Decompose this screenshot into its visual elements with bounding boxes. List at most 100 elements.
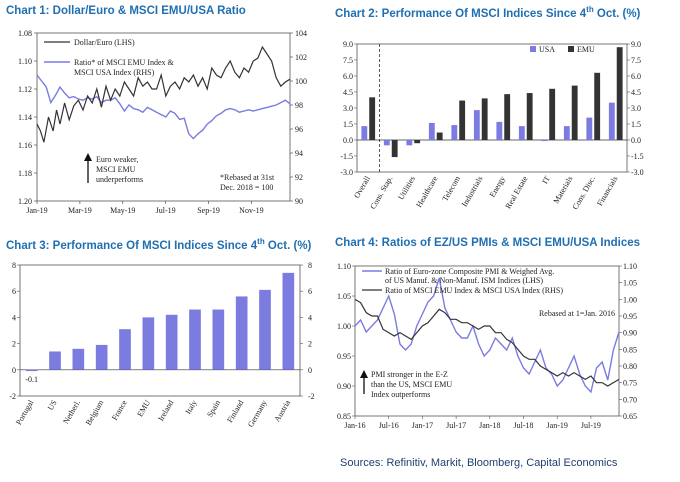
chart3-category-label: Austria	[272, 398, 292, 423]
chart2-title: Chart 2: Performance Of MSCI Indices Sin…	[335, 5, 640, 20]
chart4-right-tick-label: 0.65	[623, 412, 637, 421]
chart4-legend-label: Ratio of Euro-zone Composite PMI & Weigh…	[385, 267, 554, 276]
chart1-left-tick-label: 1.20	[18, 197, 32, 206]
chart4-right-tick-label: 0.85	[623, 345, 637, 354]
chart1-dollar-euro-line	[36, 45, 291, 143]
chart2-legend-swatch-emu	[568, 46, 574, 52]
chart2-category-label: Utilities	[396, 175, 417, 202]
chart3-right-tick-label: 2	[308, 340, 312, 349]
chart2-category-label: Cons. Disc.	[571, 175, 597, 212]
chart2-bar-emu	[526, 93, 533, 140]
chart4: 1.10 1.05 1.00 0.95 0.90 0.85 1.10 1.05 1.00 0.95…	[337, 262, 637, 430]
chart2-right-tick-label: 9.0	[631, 40, 641, 49]
chart2-bar-usa	[451, 125, 458, 140]
chart1-left-tick-label: 1.18	[18, 169, 32, 178]
chart2-left-tick-label: 1.5	[343, 120, 353, 129]
chart1-left-tick-label: 1.08	[18, 29, 32, 38]
chart3-title-end: Oct. (%)	[264, 239, 312, 252]
chart3-right-tick-label: -2	[308, 392, 315, 401]
chart4-left-tick-label: 1.00	[337, 322, 351, 331]
chart4-x-tick-label: Jul-19	[581, 421, 601, 430]
chart2-title-sup: th	[586, 5, 594, 14]
chart4-right-tick-label: 0.80	[623, 362, 637, 371]
chart2-bar-usa	[518, 126, 525, 140]
chart1-right-tick-label: 102	[295, 53, 307, 62]
chart2-category-label: Telecom	[440, 174, 462, 203]
chart3-right-tick-label: 4	[308, 313, 312, 322]
chart3-left-tick-label: 4	[12, 313, 16, 322]
chart3-bar	[165, 314, 178, 370]
chart3-title: Chart 3: Performance Of MSCI Indices Sin…	[6, 237, 311, 252]
chart3-category-label: Netherl.	[61, 399, 82, 426]
chart3-right-tick-label: 6	[308, 287, 312, 296]
chart1-legend-label: Ratio* of MSCI EMU Index &	[74, 58, 175, 67]
chart4-msci-line	[354, 298, 620, 387]
chart2-category-label: Cons. Stap.	[368, 175, 394, 211]
chart2-legend-label: USA	[539, 45, 555, 54]
chart4-title: Chart 4: Ratios of EZ/US PMIs & MSCI EMU…	[335, 237, 641, 249]
chart1-legend-label: MSCI USA Index (RHS)	[74, 68, 155, 77]
chart3-left-tick-label: 2	[12, 340, 16, 349]
chart2-bar-usa	[586, 117, 593, 140]
chart3-title-sup: th	[257, 237, 265, 246]
chart4-x-tick-label: Jul-17	[446, 421, 466, 430]
chart3-category-label: France	[110, 398, 129, 422]
chart2-right-tick-label: -3.0	[631, 168, 644, 177]
chart2-category-label: Energy	[488, 175, 507, 199]
chart2-bar-emu	[481, 98, 488, 140]
chart3-left-tick-label: 8	[12, 261, 16, 270]
chart4-annotation: than the US, MSCI EMU	[371, 380, 452, 389]
chart3-bar	[142, 317, 155, 370]
chart2-left-tick-label: 6.0	[343, 72, 353, 81]
chart1-right-tick-label: 104	[295, 29, 307, 38]
chart2-left-tick-label: 9.0	[343, 40, 353, 49]
chart3-left-tick-label: 6	[12, 287, 16, 296]
sources-note: Sources: Refinitiv, Markit, Bloomberg, C…	[340, 457, 618, 469]
chart2-category-label: Healthcare	[414, 174, 439, 209]
chart1-left-tick-label: 1.12	[18, 85, 32, 94]
chart1-left-tick-label: 1.10	[18, 57, 32, 66]
chart4-frame	[354, 265, 620, 417]
chart2-bar-usa	[406, 140, 413, 146]
chart2-left-tick-label: 0.0	[343, 136, 353, 145]
chart1-left-tick-label: 1.14	[18, 113, 32, 122]
chart3-category-label: Finland	[225, 399, 245, 425]
chart1-x-tick-label: May-19	[110, 206, 135, 215]
chart4-right-tick-label: 0.75	[623, 379, 637, 388]
chart2-bar-emu	[459, 100, 466, 140]
chart1-note: Dec. 2018 = 100	[220, 183, 273, 192]
chart3-left-tick-label: 0	[12, 366, 16, 375]
chart1-x-tick-label: Jul-19	[156, 206, 176, 215]
chart1-x-tick-label: Mar-19	[68, 206, 92, 215]
chart3-category-label: EMU	[135, 398, 152, 418]
chart3-title-main: Chart 3: Performance Of MSCI Indices Sin…	[6, 239, 258, 252]
chart3-category-label: Germany	[246, 399, 269, 429]
chart2-bar-emu	[436, 132, 443, 140]
chart4-right-tick-label: 0.95	[623, 312, 637, 321]
chart2-category-label: Real Estate	[504, 174, 530, 210]
chart4-right-tick-label: 0.90	[623, 329, 637, 338]
chart2-category-label: Financials	[595, 175, 619, 208]
chart3-category-label: Portugal	[14, 398, 36, 427]
chart1-annotation: MSCI EMU	[96, 165, 136, 174]
chart2-legend-swatch-usa	[530, 46, 536, 52]
chart4-legend-label: of US Manuf. & Non-Manuf. ISM Indices (L…	[385, 276, 543, 285]
chart3-frame	[19, 264, 301, 397]
chart2-left-tick-label: -3.0	[340, 168, 353, 177]
chart4-x-tick-label: Jul-16	[379, 421, 399, 430]
chart2-bar-emu	[571, 85, 578, 140]
chart2-left-tick-label: 3.0	[343, 104, 353, 113]
chart2-right-tick-label: 1.5	[631, 120, 641, 129]
chart3-category-label: Ireland	[156, 399, 175, 423]
chart2-bar-usa	[541, 140, 548, 142]
chart2-right-tick-label: 0.0	[631, 136, 641, 145]
chart4-legend-label: Ratio of MSCI EMU Index & MSCI USA Index…	[385, 286, 563, 295]
chart3-bar	[189, 309, 201, 370]
chart4-right-tick-label: 1.10	[623, 262, 637, 271]
chart2-bar-usa	[608, 102, 615, 140]
chart2-bar-emu	[594, 72, 601, 140]
chart3-left-tick-label: -2	[9, 392, 16, 401]
chart2-right-tick-label: 7.5	[631, 56, 641, 65]
chart4-left-tick-label: 1.10	[337, 262, 351, 271]
